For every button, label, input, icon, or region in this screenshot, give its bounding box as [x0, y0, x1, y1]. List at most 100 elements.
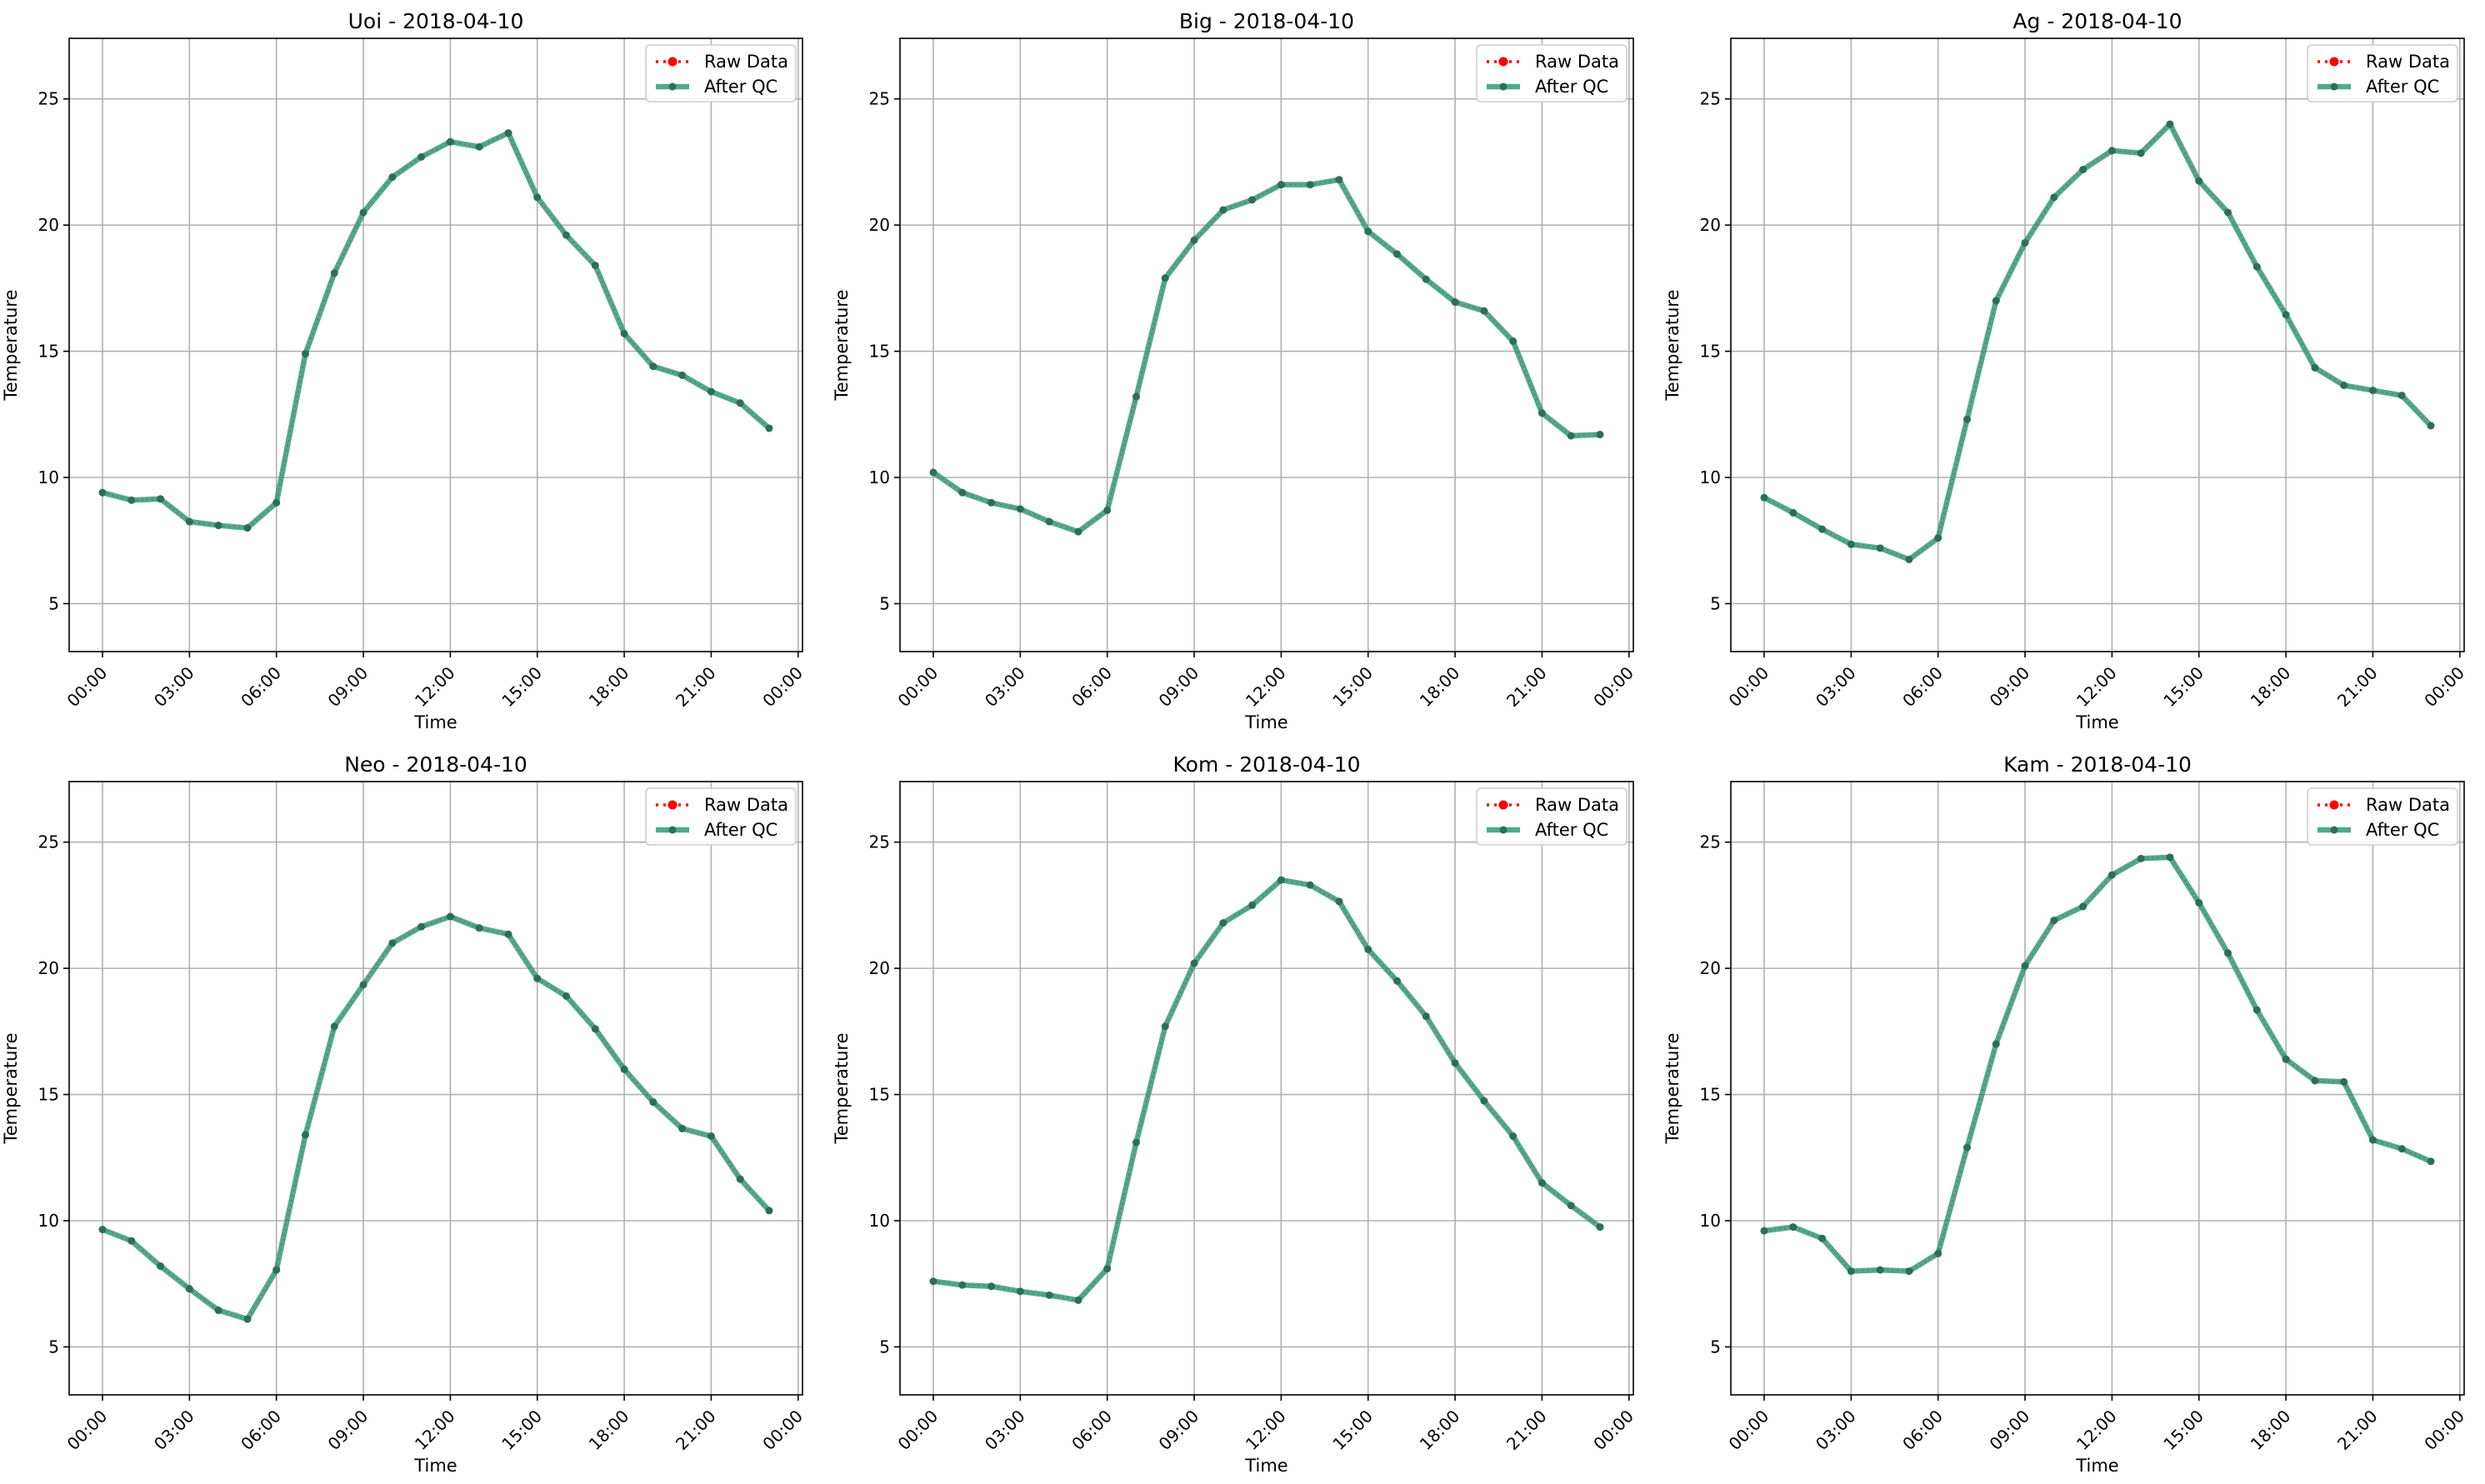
data-point	[1451, 298, 1459, 307]
legend: Raw Data After QC	[645, 787, 797, 846]
data-point	[678, 371, 687, 379]
y-tick-label: 5	[879, 1337, 890, 1357]
chart-title: Uoi - 2018-04-10	[348, 9, 524, 33]
data-point	[98, 1226, 107, 1234]
data-point	[388, 939, 397, 947]
data-point	[1132, 392, 1140, 401]
chart-title: Neo - 2018-04-10	[344, 752, 528, 777]
data-point	[707, 387, 715, 396]
x-tick-label: 06:00	[1898, 662, 1947, 711]
data-point	[475, 142, 483, 151]
x-tick-label: 12:00	[2072, 662, 2121, 711]
data-point	[1422, 1012, 1430, 1021]
data-point	[1992, 297, 2000, 305]
data-point	[1103, 1265, 1112, 1273]
data-point	[2050, 193, 2058, 202]
grid-lines	[900, 782, 1633, 1395]
x-tick-label: 06:00	[237, 1406, 285, 1454]
data-point	[1335, 176, 1343, 184]
data-point	[446, 912, 454, 921]
x-tick-label: 00:00	[1589, 662, 1638, 711]
data-point	[1393, 977, 1402, 985]
legend-qc-marker	[1499, 82, 1508, 91]
data-point	[1103, 506, 1112, 514]
data-point	[1876, 1266, 1884, 1274]
x-tick-label: 00:00	[1725, 662, 1773, 711]
legend: Raw Data After QC	[645, 44, 797, 102]
data-point	[1962, 1143, 1971, 1152]
data-point	[2224, 208, 2232, 217]
data-point	[1074, 1296, 1082, 1304]
data-point	[2108, 871, 2116, 879]
y-tick-label: 15	[38, 342, 59, 362]
legend: Raw Data After QC	[1476, 787, 1628, 846]
legend-qc-marker	[668, 826, 677, 834]
legend-raw-label: Raw Data	[2366, 52, 2450, 72]
data-point	[418, 152, 426, 161]
axes-frame	[68, 781, 803, 1396]
y-tick-label: 25	[869, 89, 890, 109]
y-tick-label: 20	[869, 958, 890, 978]
data-point	[2340, 381, 2348, 389]
data-point	[1161, 274, 1169, 282]
legend-qc-marker	[2330, 826, 2338, 834]
x-tick-label: 03:00	[981, 662, 1029, 711]
data-point	[2427, 422, 2435, 430]
data-point	[2079, 165, 2088, 173]
data-point	[591, 1025, 599, 1033]
x-tick-label: 09:00	[1155, 1406, 1203, 1454]
data-point	[1847, 540, 1855, 548]
data-point	[1760, 493, 1768, 502]
y-tick-label: 25	[1700, 832, 1721, 852]
x-axis-label: Time	[1244, 1456, 1288, 1476]
data-point	[1538, 1179, 1546, 1187]
grid-lines	[1731, 38, 2464, 652]
data-point	[2427, 1157, 2435, 1166]
data-point	[562, 231, 571, 239]
data-point	[591, 262, 599, 270]
axes-frame	[1730, 37, 2465, 652]
data-point	[1789, 508, 1798, 517]
y-tick-label: 20	[38, 958, 59, 978]
y-tick-label: 10	[1700, 1211, 1721, 1231]
x-tick-label: 18:00	[1416, 662, 1464, 711]
data-point	[2311, 1077, 2319, 1085]
y-axis-label: Temperature	[1, 1032, 21, 1144]
y-tick-label: 5	[879, 593, 890, 613]
legend-raw-marker	[1498, 57, 1508, 67]
y-tick-label: 20	[1700, 958, 1721, 978]
data-point	[1016, 505, 1024, 513]
x-tick-label: 12:00	[1242, 1406, 1290, 1454]
data-point	[1277, 181, 1285, 189]
data-point	[562, 992, 571, 1000]
y-tick-label: 10	[1700, 467, 1721, 487]
x-tick-label: 09:00	[1986, 662, 2034, 711]
x-tick-label: 15:00	[1328, 662, 1377, 711]
legend-qc-marker	[668, 82, 677, 91]
y-tick-label: 20	[38, 215, 59, 235]
series-after-qc-line	[1761, 854, 2434, 1274]
data-point	[1190, 236, 1198, 244]
data-point	[533, 974, 542, 982]
data-point	[504, 129, 512, 137]
data-point	[2021, 962, 2029, 970]
x-tick-label: 06:00	[1898, 1406, 1947, 1454]
series-after-qc-line	[99, 130, 772, 531]
data-point	[2282, 311, 2290, 319]
legend-qc-label: After QC	[1535, 820, 1608, 840]
chart-title: Kam - 2018-04-10	[2003, 752, 2192, 777]
data-point	[2311, 363, 2319, 372]
x-tick-label: 03:00	[150, 1406, 198, 1454]
data-point	[1364, 227, 1372, 236]
x-tick-label: 00:00	[2420, 662, 2468, 711]
data-point	[2137, 854, 2145, 862]
data-point	[649, 1098, 658, 1107]
y-tick-label: 10	[869, 467, 890, 487]
x-tick-label: 12:00	[411, 662, 459, 711]
data-point	[1480, 1097, 1488, 1105]
data-point	[1905, 1267, 1913, 1276]
data-point	[185, 1285, 193, 1293]
legend-qc-marker	[2330, 82, 2338, 91]
x-tick-label: 18:00	[585, 1406, 633, 1454]
